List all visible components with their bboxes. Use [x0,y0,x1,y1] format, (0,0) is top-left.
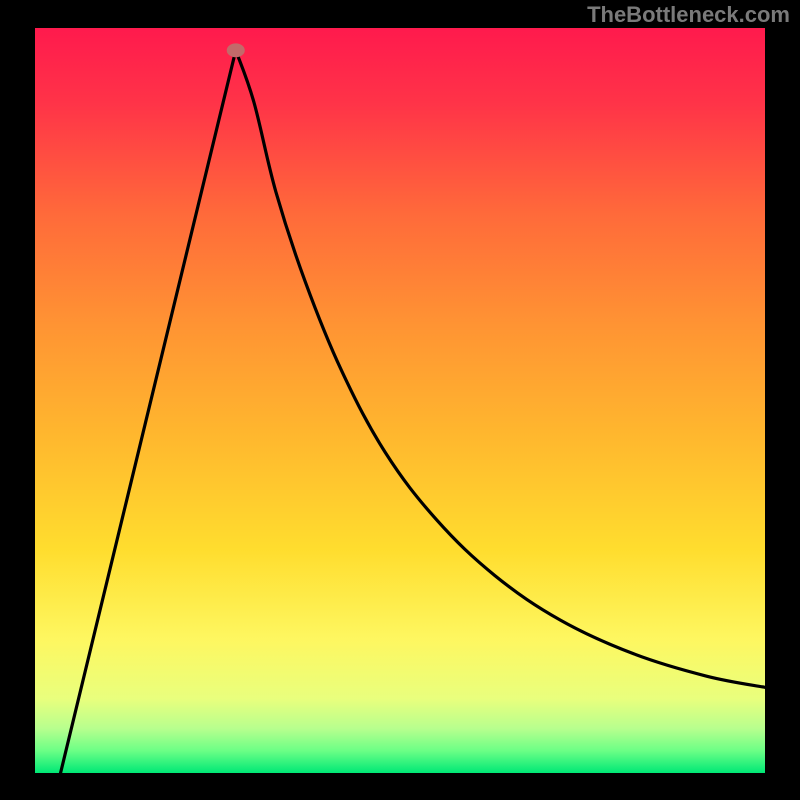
bottleneck-chart: TheBottleneck.com [0,0,800,800]
watermark-text: TheBottleneck.com [587,2,790,28]
chart-svg [0,0,800,800]
optimum-marker [227,43,245,57]
